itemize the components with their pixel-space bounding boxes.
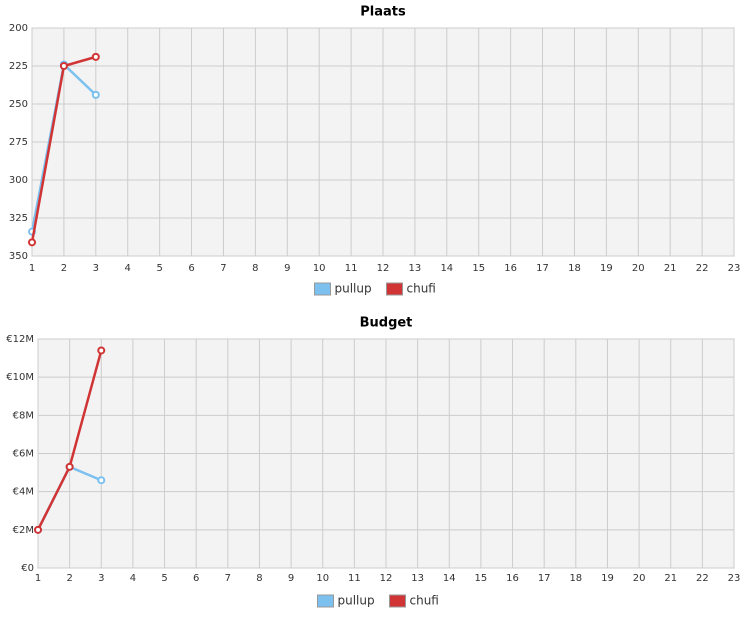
x-tick-label: 10 bbox=[313, 263, 326, 274]
x-tick-label: 14 bbox=[443, 573, 456, 584]
point bbox=[34, 525, 42, 534]
x-tick-label: 7 bbox=[220, 263, 226, 274]
point bbox=[28, 238, 36, 247]
x-tick-label: 12 bbox=[377, 263, 390, 274]
x-tick-label: 22 bbox=[696, 573, 709, 584]
y-tick-label: 250 bbox=[9, 99, 28, 110]
y-tick-label: 300 bbox=[9, 175, 28, 186]
y-tick-label: €4M bbox=[13, 487, 34, 498]
y-tick-label: €6M bbox=[13, 449, 34, 460]
point bbox=[97, 346, 106, 355]
x-tick-label: 23 bbox=[728, 263, 741, 274]
x-tick-label: 6 bbox=[193, 573, 199, 584]
x-tick-label: 2 bbox=[66, 573, 72, 584]
x-tick-label: 10 bbox=[316, 573, 329, 584]
x-tick-label: 22 bbox=[696, 263, 709, 274]
legend-label: pullup bbox=[335, 282, 372, 296]
y-tick-label: 325 bbox=[9, 213, 28, 224]
x-tick-label: 19 bbox=[600, 263, 613, 274]
x-tick-label: 15 bbox=[475, 573, 488, 584]
x-tick-label: 17 bbox=[538, 573, 551, 584]
x-tick-label: 19 bbox=[601, 573, 614, 584]
x-tick-label: 12 bbox=[380, 573, 393, 584]
chart-title: Budget bbox=[360, 316, 413, 331]
x-tick-label: 4 bbox=[130, 573, 136, 584]
x-tick-label: 9 bbox=[284, 263, 290, 274]
x-tick-label: 17 bbox=[536, 263, 549, 274]
x-tick-label: 6 bbox=[188, 263, 194, 274]
x-tick-label: 11 bbox=[348, 573, 361, 584]
legend-swatch bbox=[389, 594, 406, 608]
y-tick-label: €0 bbox=[21, 563, 34, 574]
legend-swatch bbox=[314, 282, 331, 296]
x-tick-label: 21 bbox=[664, 263, 677, 274]
chart-title: Plaats bbox=[360, 5, 406, 20]
y-tick-label: €8M bbox=[13, 410, 34, 421]
legend-label: chufi bbox=[410, 594, 439, 608]
point bbox=[97, 476, 106, 485]
point bbox=[91, 90, 100, 99]
x-tick-label: 2 bbox=[61, 263, 67, 274]
x-tick-label: 1 bbox=[35, 573, 41, 584]
y-tick-label: 200 bbox=[9, 23, 28, 34]
x-tick-label: 1 bbox=[29, 263, 35, 274]
x-tick-label: 7 bbox=[225, 573, 231, 584]
y-tick-label: 350 bbox=[9, 251, 28, 262]
x-tick-label: 16 bbox=[504, 263, 517, 274]
y-tick-label: €2M bbox=[13, 525, 34, 536]
y-tick-label: €10M bbox=[6, 372, 34, 383]
legend-label: pullup bbox=[338, 594, 375, 608]
x-tick-label: 11 bbox=[345, 263, 358, 274]
legend-label: chufi bbox=[407, 282, 436, 296]
x-tick-label: 16 bbox=[506, 573, 519, 584]
x-tick-label: 20 bbox=[632, 263, 645, 274]
y-tick-label: 275 bbox=[9, 137, 28, 148]
x-tick-label: 14 bbox=[440, 263, 453, 274]
x-tick-label: 13 bbox=[411, 573, 424, 584]
point bbox=[59, 62, 68, 70]
x-tick-label: 8 bbox=[252, 263, 258, 274]
x-tick-label: 4 bbox=[125, 263, 131, 274]
x-tick-label: 3 bbox=[93, 263, 99, 274]
legend-swatch bbox=[386, 282, 403, 296]
x-tick-label: 15 bbox=[472, 263, 485, 274]
y-tick-label: €12M bbox=[6, 334, 34, 345]
point bbox=[91, 52, 100, 61]
x-tick-label: 18 bbox=[568, 263, 581, 274]
x-tick-label: 5 bbox=[156, 263, 162, 274]
legend-swatch bbox=[317, 594, 334, 608]
x-tick-label: 13 bbox=[409, 263, 422, 274]
x-tick-label: 5 bbox=[161, 573, 167, 584]
y-tick-label: 225 bbox=[9, 61, 28, 72]
x-tick-label: 21 bbox=[664, 573, 677, 584]
x-tick-label: 18 bbox=[569, 573, 582, 584]
point bbox=[65, 462, 74, 471]
x-tick-label: 9 bbox=[288, 573, 294, 584]
x-tick-label: 20 bbox=[633, 573, 646, 584]
x-tick-label: 8 bbox=[256, 573, 262, 584]
x-tick-label: 3 bbox=[98, 573, 104, 584]
x-tick-label: 23 bbox=[728, 573, 741, 584]
